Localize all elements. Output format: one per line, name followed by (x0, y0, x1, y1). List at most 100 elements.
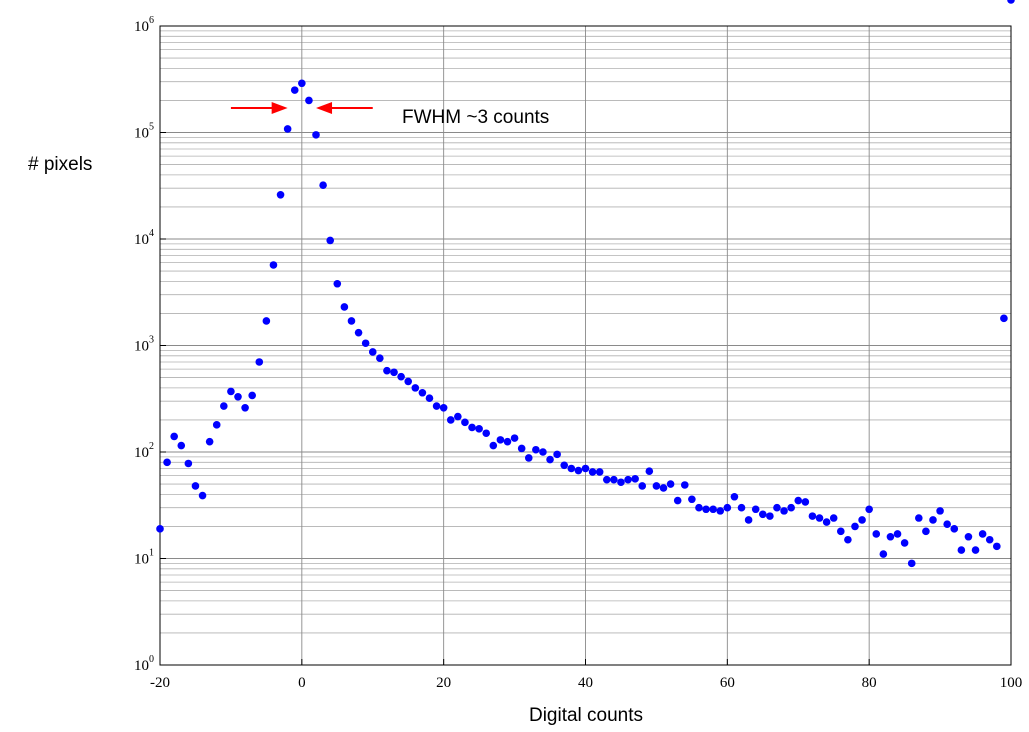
y-tick-label: 106 (134, 15, 154, 35)
data-point (298, 79, 306, 88)
data-point (503, 437, 512, 446)
x-tick-label: 100 (1000, 675, 1023, 691)
data-point (737, 503, 746, 512)
data-point (723, 503, 732, 512)
data-point (425, 394, 434, 403)
data-point (432, 402, 441, 410)
data-point (730, 492, 739, 501)
data-point (347, 317, 356, 325)
data-point (829, 514, 838, 522)
data-point (751, 505, 760, 514)
data-point (269, 261, 278, 269)
data-point (383, 366, 391, 375)
x-tick-label: 80 (862, 675, 877, 691)
data-point (560, 461, 569, 470)
data-point (368, 348, 377, 356)
data-point (227, 387, 235, 396)
data-point (170, 432, 178, 441)
data-point (709, 505, 717, 514)
data-point (163, 458, 171, 467)
data-point (893, 530, 902, 538)
data-point (418, 388, 427, 397)
x-tick-label: 20 (436, 675, 451, 691)
data-point (688, 495, 696, 504)
y-tick-label: 101 (134, 548, 154, 568)
data-point (1000, 314, 1008, 323)
x-axis-ticks: -20 0 20 40 60 80 100 (150, 659, 1022, 691)
data-point (645, 467, 654, 476)
data-point (844, 535, 852, 544)
data-point (907, 559, 916, 568)
data-point (553, 450, 561, 459)
data-point (822, 518, 831, 526)
data-point (212, 421, 221, 429)
y-tick-label: 100 (134, 654, 154, 674)
data-point (886, 532, 895, 541)
y-tick-label: 104 (134, 228, 154, 248)
data-point (482, 429, 491, 438)
data-point (454, 412, 462, 421)
data-point (340, 303, 349, 311)
data-point (276, 191, 285, 199)
y-tick-label: 103 (134, 335, 154, 355)
data-point (758, 510, 767, 519)
data-point (177, 441, 186, 450)
data-point (957, 546, 966, 554)
data-point (780, 507, 788, 515)
y-tick-label: 102 (134, 441, 154, 461)
data-point (581, 464, 590, 473)
data-point (517, 444, 526, 453)
data-point (319, 181, 327, 190)
data-point (198, 491, 207, 500)
data-point (361, 339, 370, 348)
data-point (624, 475, 632, 484)
data-point (993, 542, 1001, 551)
data-point (220, 402, 228, 410)
x-tick-label: -20 (150, 675, 170, 691)
data-point (610, 475, 618, 484)
x-axis-label: Digital counts (529, 705, 643, 726)
data-point (602, 475, 611, 484)
data-point (446, 416, 455, 424)
fwhm-label: FWHM ~3 counts (402, 107, 549, 128)
fwhm-arrow-left-head (271, 101, 288, 114)
data-point (695, 503, 703, 512)
data-point (248, 391, 256, 400)
data-point (532, 445, 540, 454)
data-points (156, 0, 1015, 568)
data-point (617, 478, 625, 487)
data-point (964, 532, 973, 541)
data-point (638, 482, 647, 490)
data-point (184, 459, 193, 468)
data-point (815, 514, 824, 522)
data-point (716, 507, 725, 515)
data-point (659, 484, 668, 492)
data-point (666, 480, 675, 488)
data-point (915, 514, 923, 522)
data-point (837, 527, 845, 536)
data-point (936, 507, 944, 515)
data-point (411, 384, 420, 392)
data-point (794, 496, 803, 505)
data-point (971, 546, 980, 554)
fwhm-arrow-right-head (316, 101, 333, 114)
data-point (475, 425, 483, 433)
data-point (305, 96, 313, 105)
data-point (1007, 0, 1015, 4)
data-point (900, 539, 909, 547)
data-point (744, 516, 753, 524)
data-point (312, 131, 320, 139)
data-point (801, 498, 810, 506)
data-point (326, 236, 335, 245)
data-point (702, 505, 710, 514)
data-point (872, 530, 881, 538)
data-point (879, 550, 888, 558)
data-point (985, 535, 994, 544)
data-point (241, 404, 249, 412)
data-point (439, 404, 448, 412)
data-point (567, 464, 576, 473)
data-point (524, 454, 533, 462)
data-point (773, 503, 781, 512)
data-point (922, 527, 930, 536)
data-point (234, 392, 242, 401)
